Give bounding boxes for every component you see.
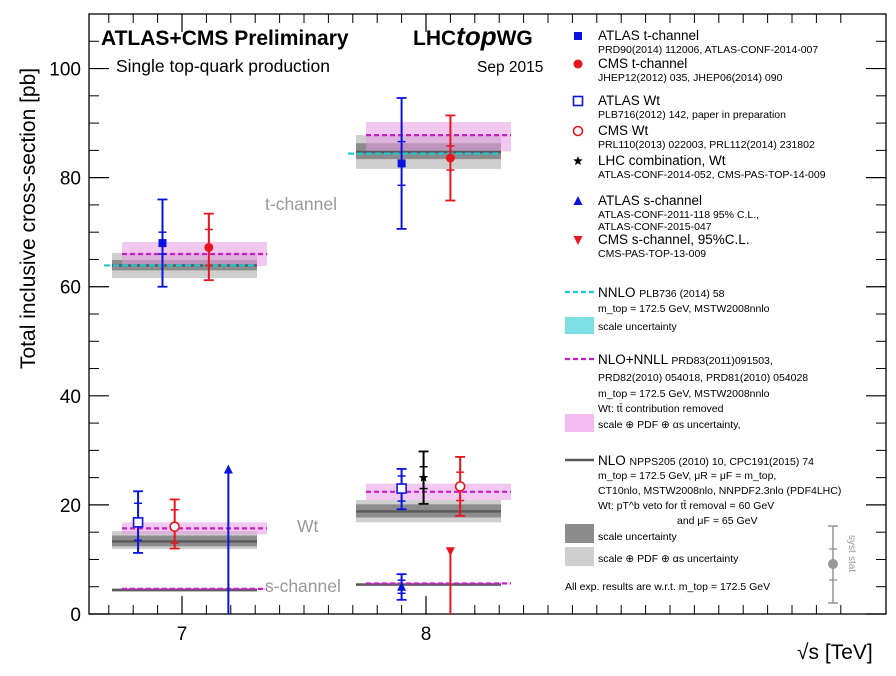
- nlo-full-swatch: [565, 547, 594, 566]
- legend-label: LHC combination, Wt: [598, 153, 726, 168]
- nnll-band-label: scale ⊕ PDF ⊕ αs uncertainty,: [598, 419, 741, 431]
- legend-marker: [574, 32, 582, 40]
- nlo-mtop: m_top = 172.5 GeV, μR = μF = m_top,: [598, 470, 776, 482]
- y-axis-label: Total inclusive cross-section [pb]: [17, 68, 40, 369]
- legend-label: ATLAS t-channel: [598, 28, 699, 43]
- nlo-scale-label: scale uncertainty: [598, 531, 678, 543]
- legend-label: CMS t-channel: [598, 56, 687, 71]
- y-tick-label: 60: [60, 278, 81, 299]
- measurement-marker: [396, 483, 407, 494]
- x-tick-label: 7: [177, 624, 188, 645]
- measurement-marker: [169, 521, 180, 533]
- theory-legend: NNLO PLB736 (2014) 58 m_top = 172.5 GeV,…: [565, 285, 857, 604]
- measurement-marker: [445, 153, 455, 163]
- chart-subtitle: Single top-quark production: [116, 56, 330, 76]
- nnlo-scale-swatch: [565, 317, 594, 334]
- measurement-marker: [223, 464, 233, 474]
- x-tick-label: 8: [421, 624, 432, 645]
- nlo-pdf: CT10nlo, MSTW2008nlo, NNPDF2.3nlo (PDF4L…: [598, 485, 841, 497]
- nnll-band: [366, 122, 511, 152]
- footnote: All exp. results are w.r.t. m_top = 172.…: [565, 581, 770, 593]
- label-t-channel: t-channel: [265, 194, 337, 214]
- legend-label: ATLAS s-channel: [598, 193, 702, 208]
- label-wt: Wt: [297, 516, 319, 536]
- nlo-wt: Wt: pT^b veto for tt̄ removal = 60 GeV: [598, 500, 774, 512]
- stat-label: stat: [846, 556, 857, 572]
- y-tick-label: 40: [60, 387, 81, 408]
- syst-stat-key-marker: [828, 559, 838, 569]
- legend-reference: ATLAS-CONF-2014-052, CMS-PAS-TOP-14-009: [598, 169, 826, 181]
- measurement-marker: [454, 481, 466, 492]
- wg-logo-wg: WG: [497, 27, 533, 50]
- legend-marker: [573, 196, 583, 205]
- measurement-marker: [397, 581, 407, 591]
- nlo-scale-swatch: [565, 524, 594, 543]
- nlo-full-label: scale ⊕ PDF ⊕ αs uncertainty: [598, 553, 739, 565]
- nnlo-mtop: m_top = 172.5 GeV, MSTW2008nnlo: [598, 303, 770, 315]
- legend-marker: [572, 125, 584, 137]
- nlo-label: NLO NPPS205 (2010) 10, CPC191(2015) 74: [598, 453, 814, 468]
- x-axis-label: √s [TeV]: [797, 641, 873, 664]
- legend-marker: [573, 59, 583, 69]
- legend-label: CMS s-channel, 95%C.L.: [598, 232, 750, 247]
- chart-title: ATLAS+CMS Preliminary: [101, 27, 349, 50]
- measurement-marker: [397, 159, 406, 168]
- wg-logo-top: top: [456, 21, 497, 51]
- nnlo-scale-label: scale uncertainty: [598, 321, 678, 333]
- y-tick-label: 0: [70, 605, 81, 626]
- nnll-mtop: m_top = 172.5 GeV, MSTW2008nnlo: [598, 388, 770, 400]
- measurement-marker: [132, 517, 144, 528]
- legend-reference: PRL110(2013) 022003, PRL112(2014) 231802: [598, 139, 815, 151]
- y-tick-label: 20: [60, 496, 81, 517]
- legend-marker: [572, 95, 584, 107]
- legend-reference: PRD90(2014) 112006, ATLAS-CONF-2014-007: [598, 44, 818, 56]
- legend-reference: ATLAS-CONF-2011-118 95% C.L.,: [598, 209, 759, 221]
- y-tick-label: 80: [60, 169, 81, 190]
- nnlo-label: NNLO PLB736 (2014) 58: [598, 285, 725, 300]
- legend-reference: ATLAS-CONF-2015-047: [598, 221, 712, 233]
- measurement-marker: [418, 472, 429, 482]
- nnll-ref2: PRD82(2010) 054018, PRD81(2010) 054028: [598, 372, 808, 384]
- nnll-band-swatch: [565, 414, 594, 432]
- nnll-label: NLO+NNLL PRD83(2011)091503,: [598, 352, 773, 367]
- legend-label: ATLAS Wt: [598, 93, 660, 108]
- nlo-wt2: and μF = 65 GeV: [677, 515, 757, 527]
- legend-reference: CMS-PAS-TOP-13-009: [598, 248, 706, 260]
- y-tick-label: 100: [49, 60, 81, 81]
- legend-marker: [573, 236, 583, 245]
- legend-reference: JHEP12(2012) 035, JHEP06(2014) 090: [598, 72, 783, 84]
- legend-reference: PLB716(2012) 142, paper in preparation: [598, 109, 786, 121]
- label-s-channel: s-channel: [265, 576, 341, 596]
- legend-label: CMS Wt: [598, 123, 648, 138]
- syst-label: syst: [846, 535, 857, 553]
- legend-marker: [573, 156, 583, 166]
- nnll-wt: Wt: tt̄ contribution removed: [598, 403, 724, 415]
- wg-logo-lhc: LHC: [413, 27, 456, 50]
- measurement-marker: [445, 547, 455, 557]
- chart-date: Sep 2015: [477, 59, 543, 76]
- wg-logo: LHCtopWG: [413, 21, 533, 51]
- measurement-marker: [158, 239, 167, 248]
- measurement-marker: [204, 242, 214, 252]
